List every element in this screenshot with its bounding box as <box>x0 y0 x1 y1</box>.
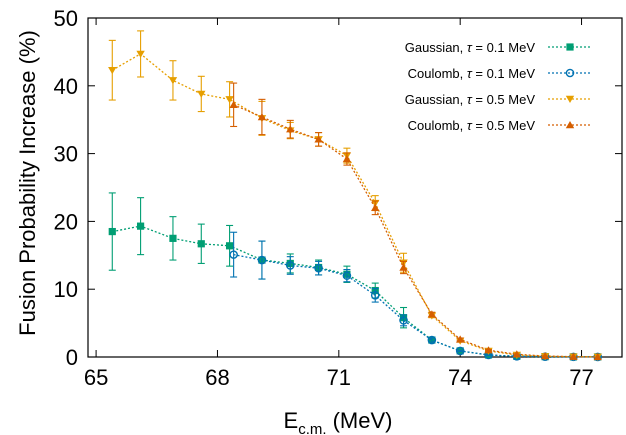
data-point <box>484 346 493 354</box>
x-tick-label: 77 <box>569 365 593 390</box>
data-point <box>197 240 205 248</box>
data-point <box>169 234 177 242</box>
data-point <box>108 227 116 236</box>
data-point <box>229 250 238 259</box>
data-point <box>136 50 145 58</box>
x-axis-ticks: 65 68 71 74 77 <box>84 18 594 390</box>
series-line <box>233 253 598 358</box>
series-line <box>111 53 598 358</box>
legend-label: Coulomb, τ = 0.1 MeV <box>408 66 536 81</box>
data-point <box>399 316 408 325</box>
y-tick-label: 10 <box>54 277 78 302</box>
data-point <box>427 335 437 345</box>
legend-label-text: Gaussian, <box>405 92 467 107</box>
legend-label-text: Gaussian, <box>405 40 467 55</box>
y-tick-label: 20 <box>54 209 78 234</box>
data-point <box>286 125 295 133</box>
data-point <box>455 346 465 356</box>
data-point <box>168 77 178 85</box>
data-point <box>569 352 578 360</box>
legend-label: Gaussian, τ = 0.5 MeV <box>405 92 536 107</box>
data-point <box>371 203 380 212</box>
legend-label-text: Coulomb, <box>408 66 467 81</box>
x-tick-label: 74 <box>448 365 472 390</box>
legend-marker <box>565 95 575 103</box>
data-point <box>257 112 267 121</box>
series-layer <box>108 30 603 362</box>
y-tick-label: 50 <box>54 6 78 31</box>
data-point <box>455 335 465 343</box>
data-point <box>314 135 323 143</box>
data-point <box>314 263 323 273</box>
x-axis-title-unit: (MeV) <box>333 408 393 433</box>
x-axis-title: Ec.m. (MeV) <box>284 408 393 435</box>
data-point <box>136 222 145 230</box>
legend-label-tau-symbol: τ <box>467 92 473 107</box>
legend-label-tau-symbol: τ <box>467 66 473 81</box>
y-axis-title: Fusion Probability Increase (%) <box>15 30 40 336</box>
data-point <box>370 291 380 300</box>
series-1 <box>108 192 602 361</box>
x-tick-label: 68 <box>205 365 229 390</box>
y-tick-label: 0 <box>66 345 78 370</box>
plot-frame <box>87 17 623 358</box>
x-axis-title-symbol: E <box>284 408 299 433</box>
series-3 <box>108 30 602 361</box>
y-tick-label: 40 <box>54 74 78 99</box>
legend-label-text: Coulomb, <box>408 118 467 133</box>
x-tick-label: 71 <box>327 365 351 390</box>
legend-label: Coulomb, τ = 0.5 MeV <box>408 118 536 133</box>
legend-label-value: = 0.5 MeV <box>472 92 536 107</box>
y-axis-ticks: 0 10 20 30 40 50 <box>54 6 622 370</box>
data-point <box>229 100 238 108</box>
data-point <box>540 351 550 360</box>
legend-marker <box>565 121 575 129</box>
data-point <box>342 271 352 280</box>
legend-label-value: = 0.1 MeV <box>472 66 536 81</box>
legend-label-value: = 0.1 MeV <box>472 40 536 55</box>
data-point <box>225 96 234 104</box>
data-point <box>427 310 437 318</box>
plot-border <box>87 17 623 358</box>
x-axis-title-subscript: c.m. <box>298 421 326 435</box>
legend-marker <box>565 68 575 78</box>
series-line <box>233 104 598 358</box>
legend-label-tau-symbol: τ <box>467 118 473 133</box>
data-point <box>108 67 117 75</box>
data-point <box>197 90 206 98</box>
data-point <box>257 255 267 265</box>
data-point <box>399 263 408 271</box>
data-point <box>342 155 352 163</box>
x-tick-label: 65 <box>84 365 108 390</box>
y-tick-label: 30 <box>54 142 78 167</box>
series-2 <box>229 231 603 362</box>
series-line <box>112 225 598 358</box>
data-point <box>593 352 602 361</box>
data-point <box>285 261 295 270</box>
legend-label-value: = 0.5 MeV <box>472 118 536 133</box>
data-point <box>512 350 522 358</box>
legend-label: Gaussian, τ = 0.1 MeV <box>405 40 536 55</box>
data-point <box>225 242 234 250</box>
legend-label-tau-symbol: τ <box>467 40 473 55</box>
legend-marker <box>566 43 574 51</box>
series-4 <box>229 82 602 361</box>
